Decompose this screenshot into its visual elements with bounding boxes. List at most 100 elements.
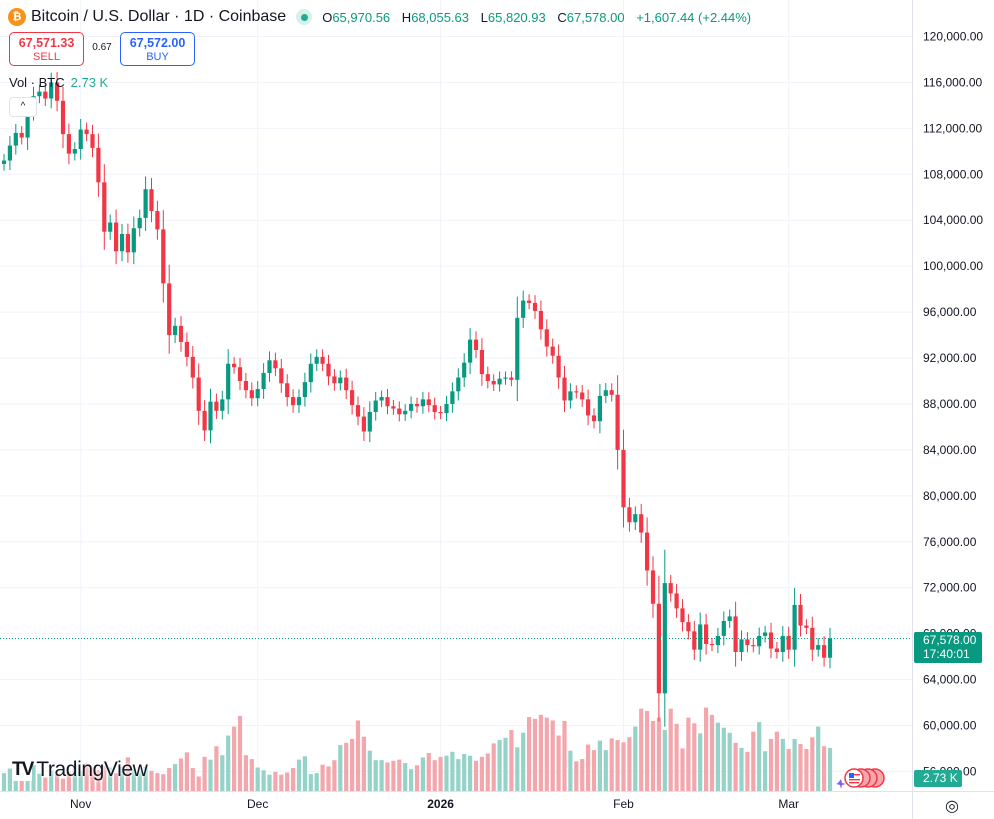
candle-body	[426, 399, 431, 406]
volume-bar	[31, 765, 36, 791]
volume-bar	[190, 768, 195, 791]
candle-body	[574, 391, 579, 393]
volume-bar	[491, 743, 496, 791]
candle-body	[332, 376, 337, 384]
volume-bar	[827, 747, 833, 791]
candle-body	[550, 346, 555, 356]
candle-body	[60, 100, 66, 135]
y-tick-label: 100,000.00	[923, 259, 983, 273]
candle-body	[161, 229, 166, 284]
volume-bar	[102, 765, 107, 791]
candle-body	[167, 283, 172, 336]
volume-bar	[184, 752, 189, 791]
volume-bar	[379, 760, 384, 791]
grid-lines	[0, 0, 912, 790]
settings-icon[interactable]: ◎	[945, 798, 959, 815]
volume-bar	[751, 731, 756, 791]
candle-body	[149, 189, 154, 212]
volume-bar	[692, 723, 697, 791]
buy-label: BUY	[146, 51, 169, 63]
volume-bar	[90, 767, 95, 791]
volume-bar	[704, 707, 709, 791]
collapse-legend-button[interactable]: ^	[9, 97, 37, 117]
volume-bar	[114, 773, 119, 791]
candle-body	[597, 395, 602, 422]
volume-bar	[674, 723, 679, 791]
candle-body	[355, 405, 361, 417]
market-status-icon[interactable]	[296, 9, 313, 25]
volume-bar	[344, 742, 349, 791]
volume-bar	[308, 774, 313, 791]
volume-bar	[273, 771, 278, 791]
volume-bar	[167, 768, 172, 791]
volume-bar	[426, 752, 431, 791]
volume-bar	[780, 738, 785, 791]
candle-body	[119, 234, 125, 252]
volume-bar	[580, 759, 585, 791]
volume-bar	[37, 773, 42, 791]
candle-body	[49, 82, 54, 99]
candle-body	[361, 416, 366, 432]
candle-body	[7, 145, 12, 161]
ohlc-readout: O65,970.56 H68,055.63 L65,820.93 C67,578…	[322, 9, 752, 25]
volume-legend: Vol · BTC 2.73 K	[9, 75, 108, 90]
candle-body	[715, 635, 720, 646]
volume-bar	[822, 746, 827, 791]
volume-bar	[131, 769, 136, 791]
volume-bar	[538, 714, 543, 791]
buy-button[interactable]: 67,572.00 BUY	[120, 32, 195, 66]
candle-body	[804, 625, 809, 628]
candle-body	[43, 91, 48, 99]
candle-body	[491, 380, 496, 385]
last-price-badge: 67,578.00 17:40:01	[914, 632, 982, 663]
candle-body	[686, 622, 691, 632]
volume-bar	[420, 757, 425, 791]
candle-body	[302, 382, 307, 398]
volume-bar	[173, 764, 178, 791]
volume-bar	[1, 773, 7, 791]
candle-body	[143, 189, 148, 218]
candle-body	[450, 391, 455, 404]
volume-bar	[515, 747, 520, 791]
symbol-title[interactable]: Bitcoin / U.S. Dollar · 1D · Coinbase	[31, 8, 287, 25]
candle-body	[603, 390, 608, 396]
volume-bar	[355, 720, 361, 791]
sell-label: SELL	[33, 51, 60, 63]
chevron-up-icon: ^	[20, 101, 26, 112]
volume-bar	[84, 763, 89, 791]
spread-value: 0.67	[92, 42, 112, 53]
candle-body	[515, 317, 520, 380]
candle-body	[202, 410, 207, 431]
sell-button[interactable]: 67,571.33 SELL	[9, 32, 84, 66]
volume-bar	[202, 756, 207, 791]
x-tick-label: Dec	[247, 797, 268, 811]
y-tick-label: 60,000.00	[923, 718, 977, 732]
candle-body	[214, 401, 219, 411]
candle-body	[656, 603, 661, 694]
change-value: +1,607.44 (+2.44%)	[636, 9, 752, 25]
x-tick-label: Feb	[613, 797, 634, 811]
candle-body	[403, 410, 408, 415]
volume-bar	[409, 769, 414, 791]
candle-body	[19, 132, 24, 138]
candle-body	[37, 91, 42, 97]
volume-bar	[473, 760, 479, 791]
candle-body	[273, 360, 278, 369]
tradingview-logo[interactable]: TV TradingView	[12, 758, 148, 782]
volume-label: Vol · BTC	[9, 75, 65, 90]
economic-events-icon[interactable]	[836, 766, 886, 790]
volume-bar	[686, 717, 691, 791]
volume-bar	[249, 759, 254, 791]
volume-bar	[485, 753, 490, 791]
candle-body	[13, 132, 18, 146]
last-price-label: 67,578.00	[923, 633, 977, 647]
volume-badge: 2.73 K	[914, 770, 962, 787]
volume-bar	[196, 776, 201, 791]
candle-body	[544, 329, 549, 347]
volume-bar	[810, 737, 815, 791]
candle-body	[444, 403, 449, 414]
candle-body	[243, 380, 248, 391]
bar-countdown: 17:40:01	[923, 647, 970, 661]
volume-bar	[479, 756, 484, 791]
